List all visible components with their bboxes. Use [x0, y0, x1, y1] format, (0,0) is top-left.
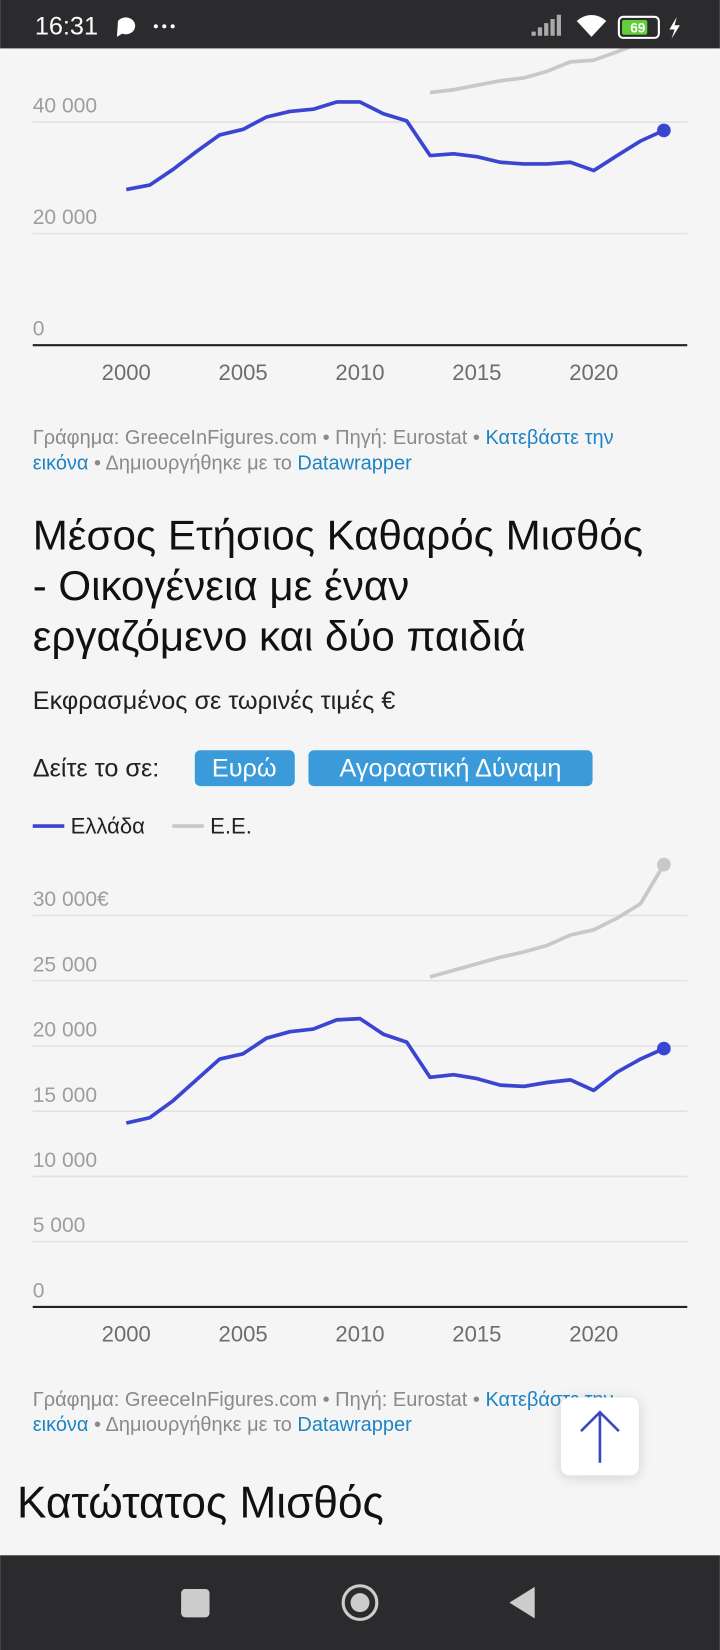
recents-button[interactable]	[181, 1588, 210, 1618]
download-link[interactable]: εικόνα	[33, 452, 89, 474]
button-label[interactable]: Αγοραστική Δύναμη	[340, 755, 562, 783]
end-dot	[657, 123, 671, 138]
status-time: 16:31	[35, 13, 98, 41]
x-tick-label: 2020	[569, 360, 618, 385]
series-line	[125, 100, 665, 192]
datawrapper-link[interactable]: Datawrapper	[297, 452, 412, 474]
y-tick-label: 40 000	[33, 95, 97, 118]
home-button[interactable]	[341, 1584, 379, 1622]
x-tick-label: 2010	[335, 360, 384, 385]
x-tick-label: 2010	[335, 1322, 384, 1347]
credit-line: Γράφημα: GreeceInFigures.com • Πηγή: Eur…	[33, 427, 614, 449]
download-link[interactable]: Κατεβάστε την	[485, 427, 613, 449]
x-tick-label: 2015	[452, 360, 501, 385]
y-tick-label: 30 000€	[33, 888, 109, 911]
credit-source: Γράφημα: GreeceInFigures.com • Πηγή: Eur…	[33, 1389, 480, 1411]
y-tick-label: 5 000	[33, 1214, 86, 1237]
end-dot	[657, 857, 671, 872]
more-icon	[162, 24, 167, 29]
legend-label: Ε.Ε.	[210, 813, 252, 838]
series-line	[125, 1016, 665, 1125]
chart: 0 5 000 10 000 15 000 20 000 25 000 30 000€ 200…	[32, 857, 688, 1347]
home-button-dot	[350, 1593, 370, 1613]
x-tick-label: 2005	[219, 1322, 268, 1347]
legend: Ελλάδα Ε.Ε.	[32, 813, 252, 838]
x-tick-label: 2005	[219, 360, 268, 385]
credit-line: Γράφημα: GreeceInFigures.com • Πηγή: Eur…	[33, 1389, 614, 1411]
battery-text: 69	[630, 21, 646, 36]
battery-level	[622, 19, 648, 35]
y-tick-label: 25 000	[33, 953, 97, 976]
arrow-up-icon	[580, 1410, 620, 1463]
view-label: Δείτε το σε:	[33, 755, 160, 783]
button-label[interactable]: Ευρώ	[212, 755, 277, 783]
x-tick-label: 2015	[452, 1322, 501, 1347]
y-tick-label: 0	[33, 318, 45, 341]
notification-icon	[116, 17, 136, 37]
y-tick-label: 10 000	[33, 1149, 97, 1172]
legend-label: Ελλάδα	[71, 813, 146, 838]
x-tick-label: 2020	[569, 1322, 618, 1347]
section-title: εργαζόμενο και δύο παιδιά	[33, 612, 526, 659]
credit-made: • Δημιουργήθηκε με το	[94, 452, 292, 474]
x-tick-label: 2000	[102, 1322, 151, 1347]
next-heading: Κατώτατος Μισθός	[17, 1478, 384, 1527]
series-line	[429, 863, 666, 979]
x-tick-label: 2000	[102, 360, 151, 385]
status-bar	[0, 0, 720, 49]
credit-made: • Δημιουργήθηκε με το	[94, 1414, 292, 1436]
download-link[interactable]: εικόνα	[33, 1414, 89, 1436]
chart-top: 0 20 000 40 000 2000 2005 2010 2015 2020	[32, 41, 688, 385]
euro-button[interactable]	[194, 750, 295, 787]
more-icon	[170, 24, 175, 29]
more-icon	[153, 24, 158, 29]
series-line	[429, 41, 642, 95]
signal-icon	[531, 14, 561, 36]
y-tick-label: 0	[33, 1279, 45, 1302]
credit-line: εικόνα • Δημιουργήθηκε με το Datawrapper	[33, 452, 412, 474]
y-tick-label: 15 000	[33, 1084, 97, 1107]
section-title: - Οικογένεια με έναν	[33, 562, 410, 609]
y-tick-label: 20 000	[33, 1019, 97, 1042]
y-tick-label: 20 000	[33, 206, 97, 229]
datawrapper-link[interactable]: Datawrapper	[297, 1414, 412, 1436]
back-button[interactable]	[509, 1586, 535, 1619]
charging-icon	[669, 16, 680, 39]
section-title: Μέσος Ετήσιος Καθαρός Μισθός	[33, 511, 643, 558]
subtitle: Εκφρασμένος σε τωρινές τιμές €	[33, 687, 396, 715]
battery-icon	[617, 15, 660, 39]
credit-source: Γράφημα: GreeceInFigures.com • Πηγή: Eur…	[33, 427, 480, 449]
wifi-icon	[576, 15, 607, 37]
credit-line: εικόνα • Δημιουργήθηκε με το Datawrapper	[33, 1414, 412, 1436]
purchasing-power-button[interactable]	[308, 750, 593, 787]
end-dot	[657, 1041, 671, 1056]
